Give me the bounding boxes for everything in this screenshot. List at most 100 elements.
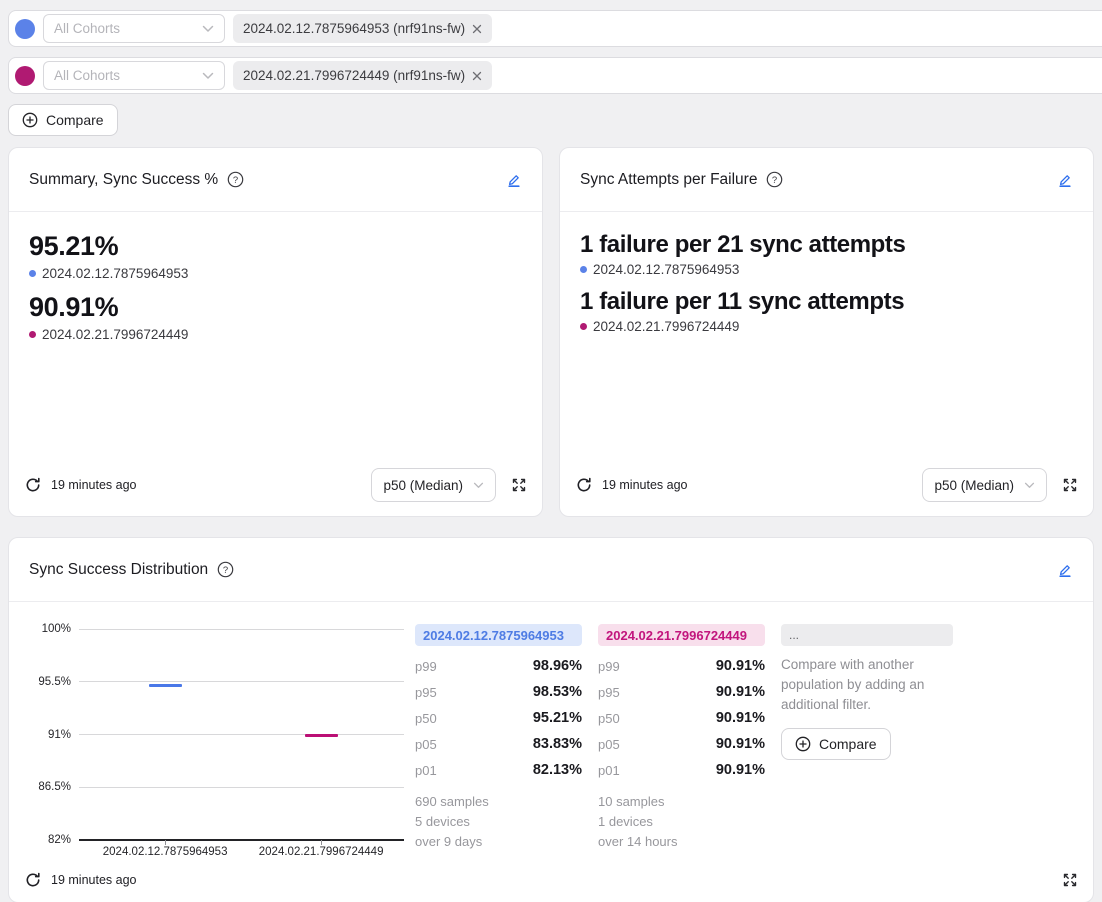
last-updated-text: 19 minutes ago — [602, 478, 688, 492]
help-icon[interactable]: ? — [766, 171, 783, 188]
svg-text:?: ? — [233, 175, 238, 186]
last-updated-text: 19 minutes ago — [51, 873, 137, 887]
y-tick-label: 100% — [41, 623, 71, 635]
card-header: Summary, Sync Success % ? — [9, 148, 542, 212]
x-tick-label: 2024.02.12.7875964953 — [102, 846, 228, 858]
chevron-down-icon — [202, 25, 214, 33]
gridline — [79, 839, 404, 841]
sample-count: 690 samples — [415, 794, 489, 809]
chevron-down-icon — [202, 72, 214, 80]
refresh-icon[interactable] — [25, 477, 41, 493]
compare-panel-chip: ... — [781, 624, 953, 646]
expand-icon[interactable] — [1063, 478, 1077, 492]
y-tick-label: 82% — [47, 834, 71, 846]
filter-row-population-1: All Cohorts 2024.02.12.7875964953 (nrf91… — [8, 10, 1102, 47]
help-icon[interactable]: ? — [217, 561, 234, 578]
cohort-select[interactable]: All Cohorts — [43, 14, 225, 43]
distribution-body: 100% 95.5% 91% 86.5% 82% 2024.02.12.78759649… — [9, 602, 1093, 872]
y-tick-label: 91% — [47, 728, 71, 741]
close-icon[interactable] — [472, 24, 482, 34]
metric-series-name: 2024.02.21.7996724449 — [42, 326, 189, 342]
aggregation-select-value: p50 (Median) — [934, 477, 1014, 493]
refresh-icon[interactable] — [576, 477, 592, 493]
aggregation-select[interactable]: p50 (Median) — [922, 468, 1047, 502]
card-title: Sync Attempts per Failure — [580, 170, 758, 188]
cohort-select[interactable]: All Cohorts — [43, 61, 225, 90]
help-icon[interactable]: ? — [227, 171, 244, 188]
metric-series-name: 2024.02.21.7996724449 — [593, 319, 740, 334]
series-color-dot — [580, 323, 587, 330]
summary-sync-success-card: Summary, Sync Success % ? 95.21% 2024.02… — [8, 147, 543, 517]
svg-text:?: ? — [772, 175, 777, 186]
y-tick-label: 86.5% — [38, 781, 71, 794]
version-filter-chip-label: 2024.02.12.7875964953 (nrf91ns-fw) — [243, 21, 466, 36]
median-line — [148, 683, 182, 687]
gridline — [79, 681, 404, 683]
percentile-row: p95 90.91% — [598, 684, 765, 700]
card-footer: 19 minutes ago p50 (Median) — [560, 468, 1093, 516]
x-tick-mark — [321, 840, 323, 845]
x-axis-labels: 2024.02.12.7875964953 2024.02.21.79967244… — [79, 840, 404, 862]
sample-info: 10 samples 1 devices over 14 hours — [598, 792, 765, 852]
compare-panel-text: Compare with another population by addin… — [781, 657, 925, 712]
expand-icon[interactable] — [512, 478, 526, 492]
card-header: Sync Attempts per Failure ? — [560, 148, 1093, 212]
metric-value: 90.91% — [29, 291, 119, 322]
edit-icon[interactable] — [506, 172, 522, 188]
percentile-row: p01 82.13% — [415, 762, 582, 778]
percentile-row: p99 98.96% — [415, 658, 582, 674]
median-line — [304, 734, 338, 738]
time-span: over 9 days — [415, 834, 483, 849]
aggregation-select[interactable]: p50 (Median) — [371, 468, 496, 502]
compare-button[interactable]: Compare — [781, 728, 891, 760]
aggregation-select-value: p50 (Median) — [383, 477, 463, 493]
version-filter-chip: 2024.02.12.7875964953 (nrf91ns-fw) — [233, 14, 493, 43]
metric-value: 1 failure per 11 sync attempts — [580, 288, 905, 315]
gridline — [79, 628, 404, 630]
card-footer: 19 minutes ago — [9, 872, 1093, 902]
sync-success-distribution-card: Sync Success Distribution ? 100% 95.5% 91%… — [8, 537, 1094, 902]
card-body: 95.21% 2024.02.12.7875964953 90.91% 2024… — [9, 212, 542, 468]
plus-circle-icon — [795, 736, 811, 752]
compare-button-label: Compare — [819, 736, 877, 752]
sync-attempts-per-failure-card: Sync Attempts per Failure ? 1 failure pe… — [559, 147, 1094, 517]
compare-button[interactable]: Compare — [8, 104, 118, 136]
sample-info: 690 samples 5 devices over 9 days — [415, 792, 582, 852]
edit-icon[interactable] — [1057, 562, 1073, 578]
metric-series-name: 2024.02.12.7875964953 — [42, 265, 189, 281]
card-title: Sync Success Distribution — [29, 560, 209, 578]
metric-series-name: 2024.02.12.7875964953 — [593, 262, 740, 277]
y-tick-label: 95.5% — [38, 675, 71, 688]
compare-panel: ... Compare with another population by a… — [781, 624, 953, 872]
plus-circle-icon — [22, 112, 38, 128]
card-header: Sync Success Distribution ? — [9, 538, 1093, 602]
time-span: over 14 hours — [598, 834, 678, 849]
device-count: 5 devices — [415, 814, 470, 829]
percentile-table-header: 2024.02.21.7996724449 — [598, 624, 765, 646]
x-tick-mark — [165, 840, 167, 845]
close-icon[interactable] — [472, 71, 482, 81]
filter-row-population-2: All Cohorts 2024.02.21.7996724449 (nrf91… — [8, 57, 1102, 94]
series-color-dot — [15, 18, 35, 39]
card-footer: 19 minutes ago p50 (Median) — [9, 468, 542, 516]
chevron-down-icon — [1024, 482, 1035, 489]
edit-icon[interactable] — [1057, 172, 1073, 188]
percentile-row: p05 90.91% — [598, 736, 765, 752]
metric-series-label: 2024.02.12.7875964953 — [29, 266, 522, 281]
card-title: Summary, Sync Success % — [29, 170, 219, 188]
gridline — [79, 786, 404, 788]
sample-count: 10 samples — [598, 794, 665, 809]
metric-value: 95.21% — [29, 231, 119, 261]
metric-series-label: 2024.02.21.7996724449 — [580, 319, 1073, 334]
chevron-down-icon — [473, 482, 484, 489]
percentile-row: p99 90.91% — [598, 658, 765, 674]
series-color-dot — [580, 266, 587, 273]
expand-icon[interactable] — [1063, 873, 1077, 887]
metric-series-label: 2024.02.21.7996724449 — [29, 327, 522, 342]
percentile-row: p95 98.53% — [415, 684, 582, 700]
metric-series-label: 2024.02.12.7875964953 — [580, 262, 1073, 277]
y-axis-ticks: 100% 95.5% 91% 86.5% 82% — [29, 623, 79, 846]
metric-value: 1 failure per 21 sync attempts — [580, 231, 906, 258]
version-filter-chip: 2024.02.21.7996724449 (nrf91ns-fw) — [233, 61, 493, 90]
refresh-icon[interactable] — [25, 872, 41, 888]
